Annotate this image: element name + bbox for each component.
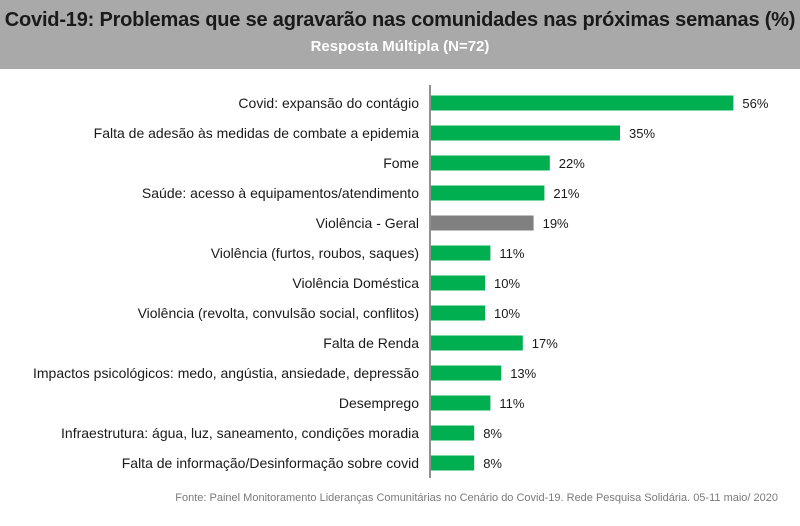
bar <box>431 305 485 321</box>
value-label: 10% <box>494 276 520 291</box>
category-label: Impactos psicológicos: medo, angústia, a… <box>33 365 419 381</box>
bar <box>431 425 475 441</box>
bar <box>431 455 475 471</box>
value-label: 21% <box>553 186 579 201</box>
category-label: Infraestrutura: água, luz, saneamento, c… <box>61 425 419 441</box>
category-label: Violência (furtos, roubos, saques) <box>211 245 419 261</box>
value-label: 13% <box>510 366 536 381</box>
category-label: Falta de Renda <box>323 335 419 351</box>
bar <box>431 125 620 141</box>
bar <box>431 365 502 381</box>
value-label: 8% <box>483 426 502 441</box>
category-label: Desemprego <box>339 395 419 411</box>
bar <box>431 155 550 171</box>
value-label: 17% <box>532 336 558 351</box>
bar <box>431 215 534 231</box>
source-note: Fonte: Painel Monitoramento Lideranças C… <box>175 492 778 504</box>
bar <box>431 335 523 351</box>
bar <box>431 185 545 201</box>
chart-subtitle: Resposta Múltipla (N=72) <box>310 38 490 55</box>
bar <box>431 395 491 411</box>
category-label: Falta de informação/Desinformação sobre … <box>122 455 419 471</box>
value-label: 11% <box>499 246 524 261</box>
value-label: 56% <box>742 96 768 111</box>
bar <box>431 275 485 291</box>
value-label: 22% <box>559 156 585 171</box>
value-label: 8% <box>483 456 502 471</box>
value-label: 19% <box>543 216 569 231</box>
category-label: Violência Doméstica <box>292 275 419 291</box>
category-label: Covid: expansão do contágio <box>238 95 419 111</box>
category-label: Falta de adesão às medidas de combate a … <box>94 125 420 141</box>
value-label: 11% <box>499 396 524 411</box>
bar <box>431 95 734 111</box>
chart-title: Covid-19: Problemas que se agravarão nas… <box>4 9 796 31</box>
value-label: 10% <box>494 306 520 321</box>
bar-chart: Covid: expansão do contágio 56% Falta de a… <box>33 85 769 478</box>
category-label: Violência (revolta, convulsão social, co… <box>138 305 419 321</box>
category-label: Violência - Geral <box>316 215 419 231</box>
category-label: Fome <box>383 155 419 171</box>
chart-header: Covid-19: Problemas que se agravarão nas… <box>0 0 800 69</box>
value-label: 35% <box>629 126 655 141</box>
bar <box>431 245 491 261</box>
category-label: Saúde: acesso à equipamentos/atendimento <box>142 185 419 201</box>
